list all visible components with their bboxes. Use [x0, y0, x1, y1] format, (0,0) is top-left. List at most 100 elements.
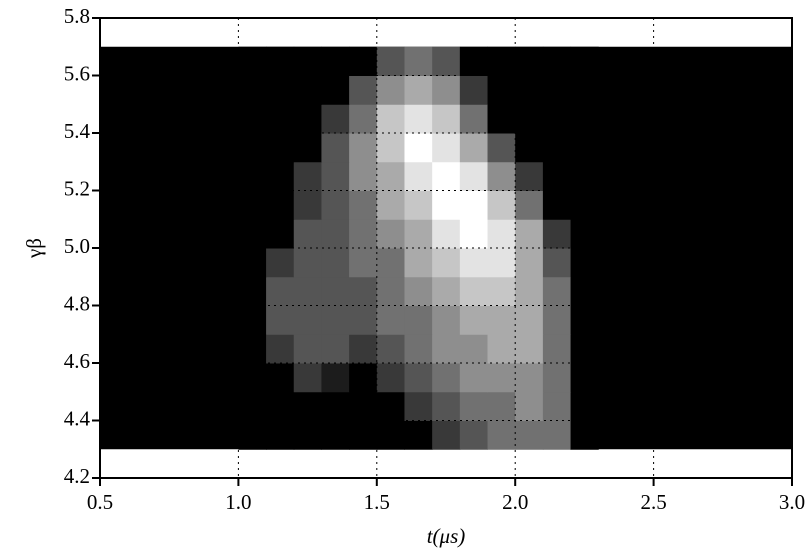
heatmap-cell — [293, 276, 322, 306]
heatmap-cell — [293, 75, 322, 105]
heatmap-cell — [542, 276, 572, 306]
heatmap-cell — [321, 248, 350, 278]
heatmap-cell — [349, 391, 378, 421]
heatmap-cell — [266, 276, 295, 306]
heatmap-cell — [376, 161, 405, 191]
heatmap-cell — [432, 219, 461, 249]
heatmap-cell — [266, 248, 295, 278]
heatmap-cell — [293, 104, 322, 134]
heatmap-cell — [515, 248, 544, 278]
heatmap-cell — [266, 305, 295, 335]
heatmap-cell — [376, 104, 405, 134]
heatmap-cell — [542, 363, 572, 393]
y-tick-label: 5.4 — [64, 119, 91, 143]
heatmap-cell — [570, 133, 599, 163]
heatmap-cell — [321, 75, 350, 105]
heatmap-cell — [293, 133, 322, 163]
heatmap-cell — [432, 276, 461, 306]
heatmap-cell — [432, 75, 461, 105]
heatmap-cell — [515, 190, 544, 220]
heatmap-cell — [404, 219, 433, 249]
heatmap-cell — [487, 190, 516, 220]
heatmap-cell — [487, 305, 516, 335]
heatmap-cell — [349, 46, 378, 76]
heatmap-cell — [404, 363, 433, 393]
heatmap-cell — [376, 219, 405, 249]
heatmap-cell — [459, 75, 489, 105]
heatmap-cell — [266, 75, 295, 105]
heatmap-cell — [266, 334, 295, 364]
heatmap-cell — [349, 161, 378, 191]
heatmap-cell — [404, 334, 433, 364]
heatmap-cell — [349, 190, 378, 220]
heatmap-cell — [376, 75, 405, 105]
heatmap-cell — [404, 133, 433, 163]
heatmap-cell — [432, 248, 461, 278]
heatmap-cell — [570, 161, 599, 191]
heatmap-cell — [293, 248, 322, 278]
heatmap-cell — [459, 161, 489, 191]
heatmap-cell — [321, 133, 350, 163]
heatmap-cell — [487, 133, 516, 163]
heatmap-cell — [515, 75, 544, 105]
heatmap-cell — [321, 104, 350, 134]
heatmap-cell — [542, 391, 572, 421]
heatmap-cell — [404, 75, 433, 105]
heatmap-cell — [432, 161, 461, 191]
x-axis-label: t(μs) — [427, 524, 466, 548]
heatmap-cell — [432, 104, 461, 134]
heatmap-cell — [238, 391, 267, 421]
heatmap-cell — [515, 420, 544, 450]
plot-frame — [99, 17, 793, 479]
heatmap-cell — [570, 276, 599, 306]
heatmap-cell — [487, 75, 516, 105]
heatmap-cell — [570, 363, 599, 393]
heatmap-cell — [459, 305, 489, 335]
heatmap-cell — [542, 248, 572, 278]
heatmap-cell — [321, 305, 350, 335]
heatmap-cell — [266, 391, 295, 421]
heatmap-cell — [293, 363, 322, 393]
heatmap-cell — [432, 363, 461, 393]
heatmap-cell — [349, 248, 378, 278]
y-tick-label: 5.8 — [64, 4, 90, 28]
heatmap-cell — [542, 219, 572, 249]
heatmap-cell — [487, 161, 516, 191]
heatmap-cell — [349, 75, 378, 105]
x-tick-label: 1.0 — [225, 490, 251, 514]
x-tick-label: 2.0 — [502, 490, 528, 514]
heatmap-cell — [570, 248, 599, 278]
heatmap-cell — [515, 334, 544, 364]
heatmap-cell — [238, 276, 267, 306]
heatmap-cell — [570, 75, 599, 105]
heatmap-cell — [542, 190, 572, 220]
heatmap-cell — [487, 276, 516, 306]
heatmap-cell — [459, 190, 489, 220]
heatmap-cell — [238, 190, 267, 220]
heatmap-cell — [459, 46, 489, 76]
heatmap-cell — [404, 104, 433, 134]
heatmap-cell — [349, 420, 378, 450]
heatmap-cell — [376, 190, 405, 220]
heatmap-cell — [459, 276, 489, 306]
y-axis-label: γβ — [22, 238, 46, 259]
heatmap-cell — [404, 305, 433, 335]
heatmap-cell — [542, 133, 572, 163]
heatmap-cell — [293, 219, 322, 249]
heatmap-cell — [487, 420, 516, 450]
heatmap-cell — [321, 276, 350, 306]
heatmap-cell — [515, 305, 544, 335]
heatmap-cell — [459, 248, 489, 278]
heatmap-cell — [542, 420, 572, 450]
heatmap-cell — [238, 219, 267, 249]
heatmap-cell — [238, 334, 267, 364]
heatmap-cell — [487, 219, 516, 249]
heatmap-cell — [515, 104, 544, 134]
heatmap-cell — [515, 133, 544, 163]
heatmap-cell — [459, 363, 489, 393]
heatmap-cell — [349, 363, 378, 393]
heatmap-cell — [238, 248, 267, 278]
heatmap-cell — [293, 46, 322, 76]
y-tick-label: 5.2 — [64, 176, 90, 200]
